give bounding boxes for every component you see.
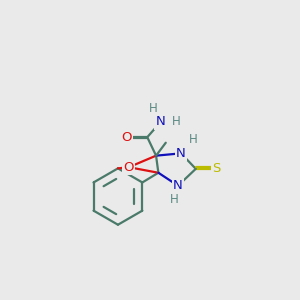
Text: H: H bbox=[170, 193, 178, 206]
Text: O: O bbox=[124, 161, 134, 174]
Text: N: N bbox=[156, 116, 166, 128]
Text: S: S bbox=[212, 162, 221, 175]
Text: N: N bbox=[173, 179, 183, 192]
Text: N: N bbox=[176, 147, 186, 160]
Text: H: H bbox=[189, 133, 198, 146]
Text: O: O bbox=[121, 131, 132, 144]
Text: H: H bbox=[172, 116, 181, 128]
Text: H: H bbox=[149, 102, 158, 115]
